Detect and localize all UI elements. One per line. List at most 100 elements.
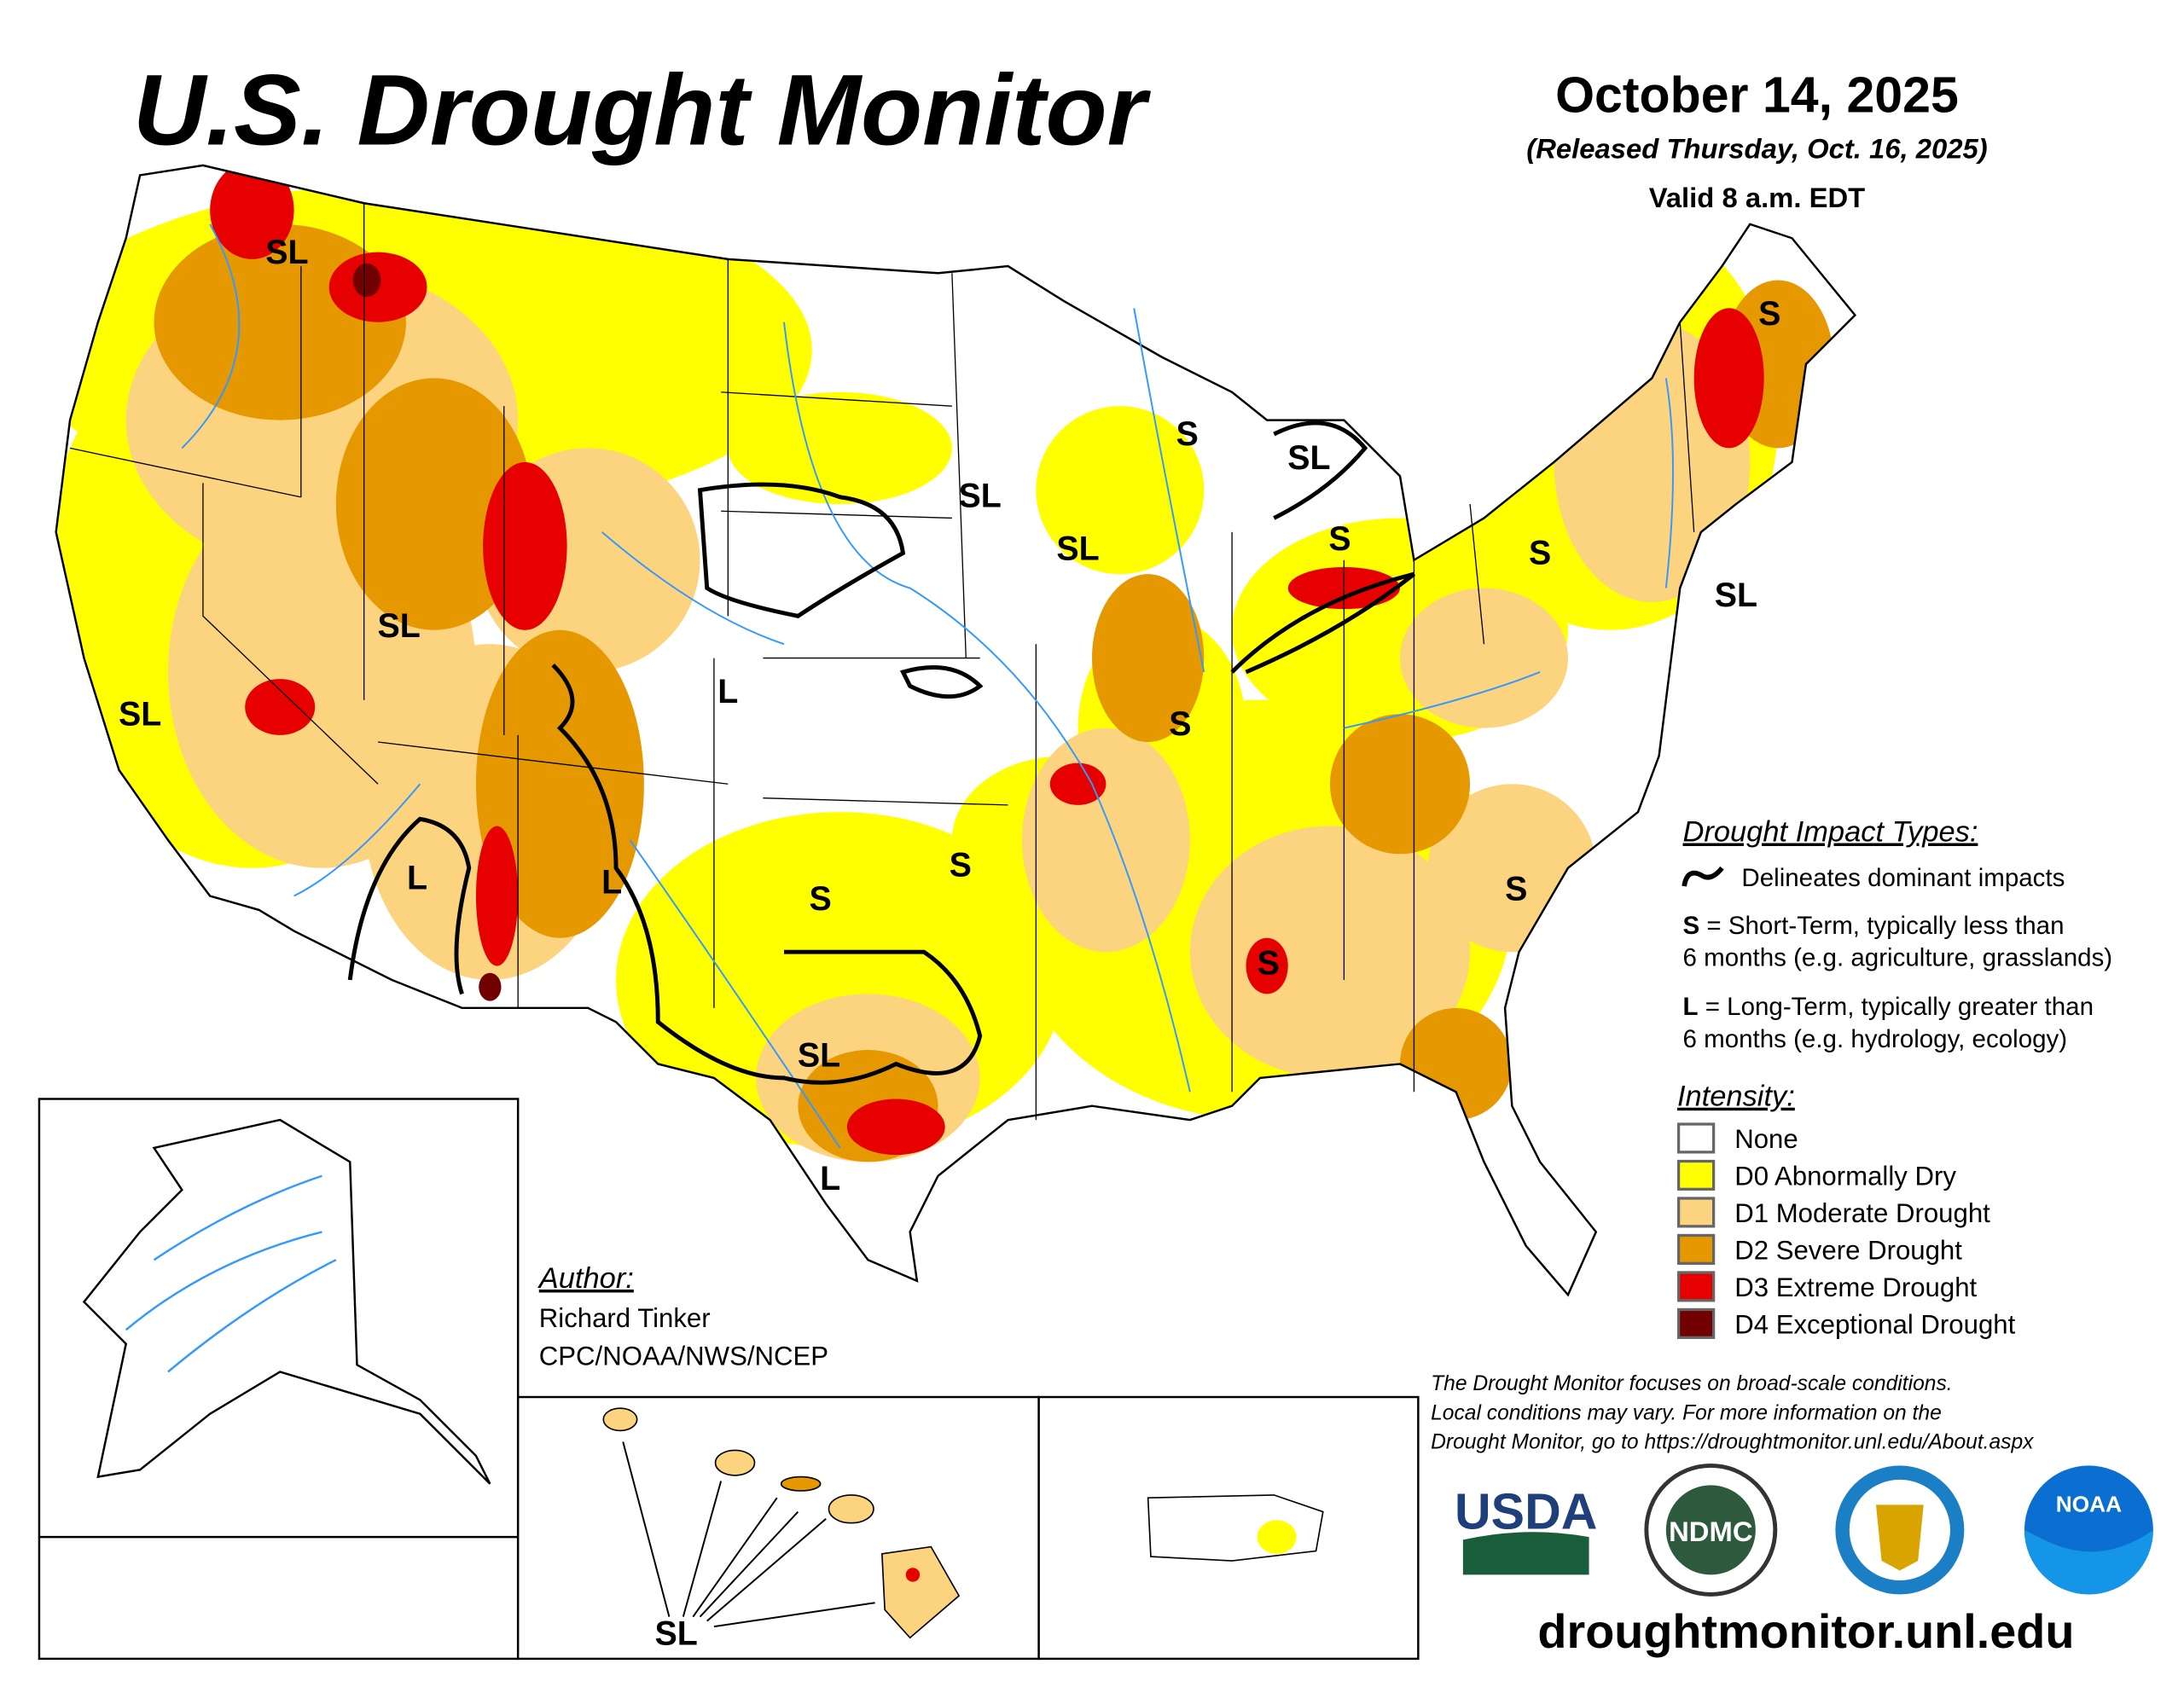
drought-area [210, 165, 294, 259]
state-boundary [202, 483, 379, 785]
state-boundary [1679, 322, 1695, 532]
impact-type-label: S [1758, 295, 1780, 333]
state-boundary [69, 447, 301, 498]
alaska-shape [82, 1118, 491, 1485]
impact-line-swatch [1682, 866, 1724, 887]
puerto-rico-inset [1037, 1395, 1420, 1661]
intensity-legend-item: None [1676, 1122, 1798, 1154]
state-boundary [1469, 503, 1485, 645]
river [601, 531, 785, 646]
intensity-label: None [1734, 1124, 1798, 1154]
river [782, 322, 1191, 1093]
alaska-inset [38, 1098, 520, 1661]
drought-area [1400, 588, 1568, 728]
state-boundary [721, 391, 952, 407]
ndmc-logo: NDMC [1644, 1463, 1778, 1597]
impact-type-label: S [1529, 535, 1551, 572]
state-boundary [721, 510, 952, 519]
svg-text:NOAA: NOAA [2056, 1492, 2122, 1517]
svg-text:S = Short-Term, typically less: S = Short-Term, typically less than [1683, 912, 2065, 940]
impact-legend-title: Drought Impact Types: [1683, 816, 1978, 849]
impact-type-label: SL [378, 607, 421, 645]
author-heading: Author: [537, 1262, 634, 1295]
impact-type-label: SL [119, 695, 161, 733]
impact-type-label: L [820, 1160, 840, 1197]
intensity-label: D2 Severe Drought [1734, 1235, 1962, 1265]
impact-type-label: SL [1056, 530, 1099, 568]
impact-legend: Drought Impact Types: Delineates dominan… [1682, 816, 2113, 1053]
drought-area [335, 378, 532, 630]
river [1344, 671, 1541, 729]
website-link[interactable]: droughtmonitor.unl.edu [1537, 1604, 2074, 1658]
impact-type-label: SL [1715, 577, 1757, 614]
intensity-swatch [1676, 1233, 1716, 1265]
impact-type-label: S [810, 880, 832, 918]
state-boundary [763, 797, 1008, 806]
intensity-swatch [1676, 1122, 1716, 1154]
drought-area [1036, 406, 1205, 575]
hawaii-impact-label: SL [654, 1615, 697, 1652]
s-text: = Short-Term, typically less than [1699, 912, 2064, 940]
drought-area [483, 461, 567, 630]
drought-area [1021, 728, 1190, 953]
drought-area [1246, 937, 1288, 994]
usda-logo: USDA [1455, 1483, 1597, 1575]
impact-boundary [697, 482, 906, 618]
impact-type-label: S [1169, 705, 1191, 743]
author-org: CPC/NOAA/NWS/NCEP [539, 1341, 828, 1371]
map-date: October 14, 2025 [1555, 67, 1959, 124]
disclaimer-line: Local conditions may vary. For more info… [1431, 1401, 1942, 1424]
impact-type-label: SL [1287, 439, 1330, 477]
drought-area [475, 826, 519, 966]
l-text: = Long-Term, typically greater than [1699, 993, 2094, 1021]
intensity-legend-item: D3 Extreme Drought [1676, 1271, 1978, 1302]
intensity-label: D0 Abnormally Dry [1734, 1161, 1956, 1191]
svg-text:L = Long-Term, typically great: L = Long-Term, typically greater than [1683, 993, 2094, 1021]
drought-area [479, 972, 502, 1001]
valid-time: Valid 8 a.m. EDT [1649, 182, 1865, 213]
intensity-label: D1 Moderate Drought [1734, 1198, 1990, 1228]
impact-line-label: Delineates dominant impacts [1741, 864, 2065, 892]
release-date: (Released Thursday, Oct. 16, 2025) [1526, 133, 1987, 165]
intensity-swatch [1676, 1197, 1716, 1228]
impact-type-label: SL [265, 234, 308, 271]
noaa-logo: NOAA [2024, 1465, 2153, 1595]
river [181, 223, 241, 449]
intensity-swatch [1676, 1271, 1716, 1302]
impact-boundary [899, 665, 984, 699]
drought-area [651, 1085, 722, 1128]
svg-text:NDMC: NDMC [1669, 1516, 1752, 1547]
impact-type-label: SL [798, 1037, 840, 1075]
river [293, 783, 421, 897]
impact-type-label: S [1328, 520, 1350, 558]
disclaimer-line: The Drought Monitor focuses on broad-sca… [1431, 1372, 1952, 1395]
impact-type-label: L [601, 863, 622, 901]
intensity-legend: Intensity: None D0 Abnormally Dry D1 Moder… [1676, 1081, 2016, 1339]
intensity-swatch [1676, 1307, 1716, 1339]
svg-text:USDA: USDA [1455, 1483, 1597, 1539]
intensity-swatch [1676, 1159, 1716, 1191]
drought-area [352, 263, 381, 298]
disclaimer-line: Drought Monitor, go to https://droughtmo… [1431, 1431, 2035, 1454]
l-key: L [1683, 993, 1699, 1021]
intensity-label: D4 Exceptional Drought [1734, 1309, 2015, 1339]
river [1133, 308, 1205, 673]
drought-area [1329, 714, 1471, 855]
intensity-legend-item: D1 Moderate Drought [1676, 1197, 1990, 1228]
impact-boundary [347, 816, 472, 995]
drought-area [1693, 308, 1764, 449]
hawaii-inset: SL [516, 1395, 1040, 1661]
s-text-2: 6 months (e.g. agriculture, grasslands) [1683, 944, 2113, 972]
drought-area [245, 679, 316, 735]
state-boundary [951, 273, 967, 658]
impact-type-label: L [717, 673, 738, 710]
drought-area [1189, 826, 1471, 1078]
intensity-legend-title: Intensity: [1677, 1081, 1795, 1113]
impact-boundary [1230, 571, 1415, 675]
impact-type-label: L [407, 859, 427, 896]
intensity-label: D3 Extreme Drought [1734, 1272, 1977, 1302]
s-key: S [1683, 912, 1700, 940]
drought-area [728, 391, 952, 505]
impact-boundary [1273, 420, 1368, 520]
